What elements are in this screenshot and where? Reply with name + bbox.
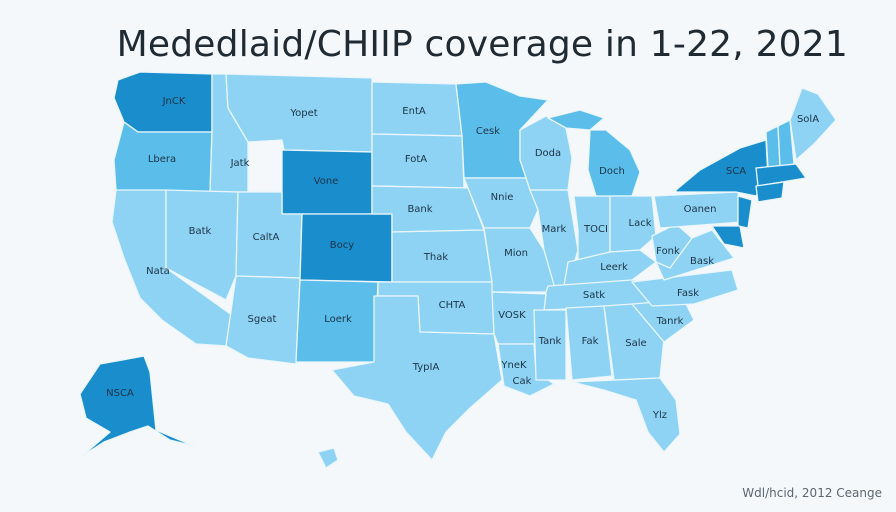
- label-mi: Doch: [599, 166, 625, 177]
- label-az: Sgeat: [248, 314, 277, 325]
- state-nj[interactable]: [737, 195, 753, 229]
- state-ma[interactable]: [755, 163, 807, 187]
- label-nv: Batk: [189, 226, 212, 237]
- label-ut: CaltA: [253, 232, 280, 243]
- state-la[interactable]: [497, 343, 555, 397]
- state-al[interactable]: [565, 305, 613, 381]
- state-fl[interactable]: [571, 377, 681, 453]
- label-ok: CHTA: [439, 300, 466, 311]
- label-mt: Yopet: [289, 108, 317, 119]
- label-id: Jatk: [230, 158, 250, 169]
- label-mo: Mion: [504, 248, 528, 259]
- label-co: Bocy: [330, 240, 354, 251]
- label-ky: Leerk: [600, 262, 628, 273]
- label-va: Bask: [690, 256, 714, 267]
- state-nv[interactable]: [165, 189, 239, 301]
- state-nc[interactable]: [631, 269, 739, 307]
- label-wa: JnCK: [162, 96, 186, 107]
- label-wi: Doda: [535, 148, 561, 159]
- label-ga: Sale: [625, 338, 646, 349]
- label-ca: Nata: [146, 266, 170, 277]
- state-mi[interactable]: [587, 129, 641, 197]
- label-mn: Cesk: [476, 126, 500, 137]
- label-me: SolA: [797, 114, 819, 125]
- label-sc: Tanrk: [656, 316, 684, 327]
- label-fl: Ylz: [652, 410, 667, 421]
- label-sd: FotA: [405, 154, 427, 165]
- label-ar: VOSK: [498, 310, 526, 321]
- state-hi[interactable]: [317, 447, 339, 469]
- state-ct[interactable]: [755, 181, 785, 203]
- label-ak: NSCA: [106, 388, 134, 399]
- source-note: Wdl/hcid, 2012 Ceange: [742, 486, 882, 500]
- state-ny[interactable]: [675, 139, 769, 197]
- label-il: Mark: [542, 224, 567, 235]
- state-tx[interactable]: [331, 295, 503, 461]
- label-tn: Satk: [583, 290, 605, 301]
- label-ne: Bank: [407, 204, 432, 215]
- label-nm: Loerk: [324, 314, 352, 325]
- label-in: TOCI: [583, 224, 608, 235]
- label-nc: Fask: [677, 288, 699, 299]
- label-wy: Vone: [314, 176, 339, 187]
- label-al: Fak: [582, 336, 599, 347]
- label-ms: Tank: [538, 336, 562, 347]
- state-mi-up[interactable]: [547, 109, 605, 131]
- label-nd: EntA: [402, 106, 426, 117]
- state-md[interactable]: [711, 225, 745, 249]
- label-ia: Nnie: [491, 192, 514, 203]
- state-ak[interactable]: [79, 355, 195, 457]
- label-la: YneK: [500, 360, 527, 371]
- state-oh[interactable]: [609, 195, 657, 253]
- label-or: Lbera: [148, 154, 176, 165]
- label-wv: Fonk: [656, 246, 680, 257]
- state-ms[interactable]: [533, 309, 567, 381]
- state-me[interactable]: [789, 87, 837, 161]
- label-ks: Thak: [423, 252, 449, 263]
- label-oh: Lack: [629, 218, 652, 229]
- label-tx: TypIA: [412, 362, 440, 373]
- label-ny: SCA: [726, 166, 746, 177]
- map-title: Mededlaid/CHIIP coverage in 1-22, 2021: [116, 24, 848, 65]
- label-la2: Cak: [513, 376, 532, 387]
- label-pa: Oanen: [684, 204, 717, 215]
